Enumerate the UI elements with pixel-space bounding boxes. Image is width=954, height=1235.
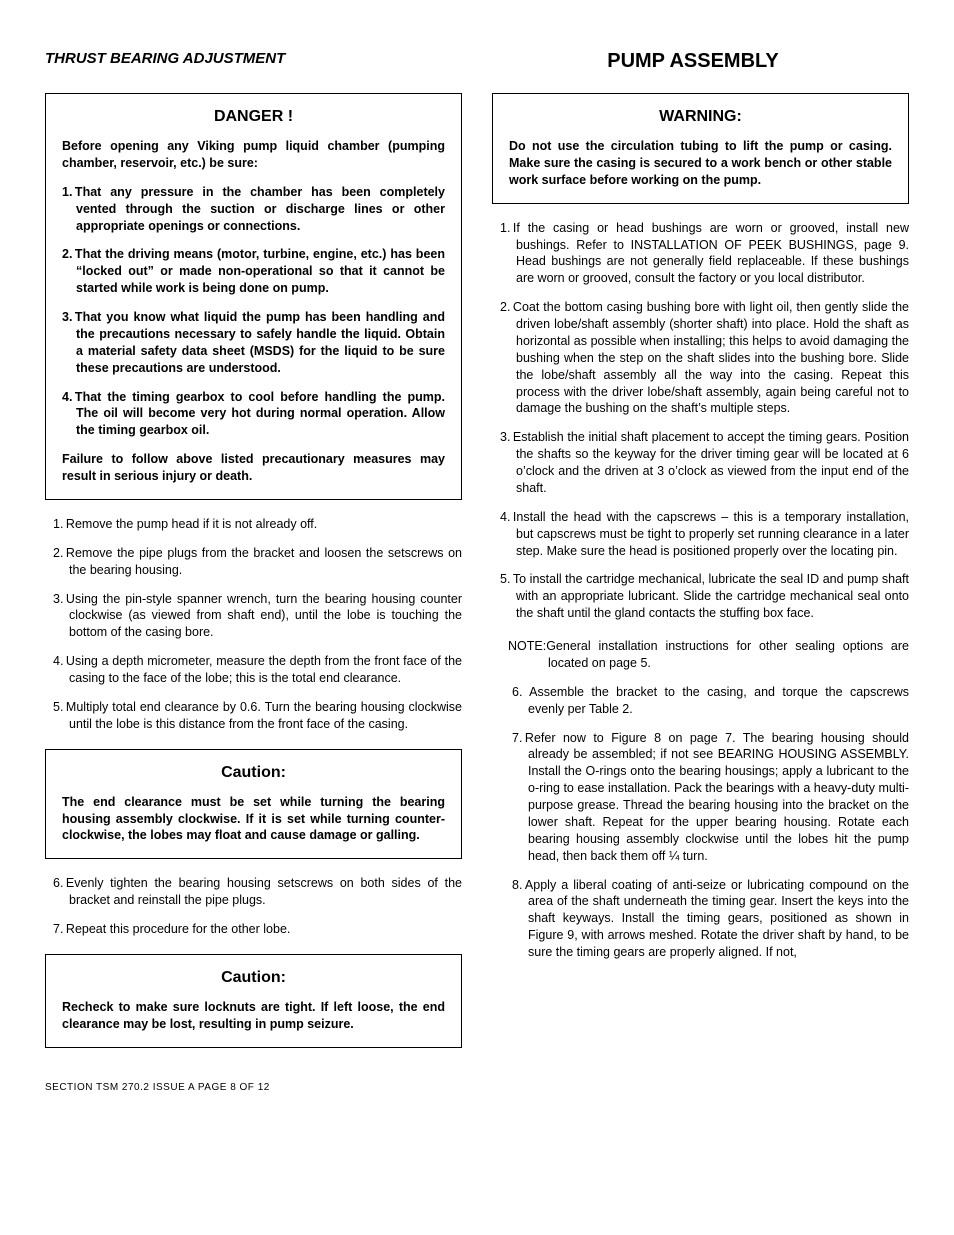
list-item: 1. Remove the pump head if it is not alr…: [53, 516, 462, 533]
note-line: NOTE:General installation instructions f…: [492, 638, 909, 672]
thrust-steps-a: 1. Remove the pump head if it is not alr…: [45, 516, 462, 733]
list-item: 2. Remove the pipe plugs from the bracke…: [53, 545, 462, 579]
danger-item: 3. That you know what liquid the pump ha…: [62, 309, 445, 377]
danger-item: 4. That the timing gearbox to cool befor…: [62, 389, 445, 440]
danger-title: DANGER !: [62, 108, 445, 126]
list-item: 4. Using a depth micrometer, measure the…: [53, 653, 462, 687]
caution-box-1: Caution: The end clearance must be set w…: [45, 749, 462, 860]
section-heading-left: THRUST BEARING ADJUSTMENT: [45, 50, 477, 67]
list-item: 3. Establish the initial shaft placement…: [500, 429, 909, 497]
caution-body: The end clearance must be set while turn…: [62, 794, 445, 845]
danger-intro: Before opening any Viking pump liquid ch…: [62, 138, 445, 172]
list-item: 6. Assemble the bracket to the casing, a…: [512, 684, 909, 718]
caution-body: Recheck to make sure locknuts are tight.…: [62, 999, 445, 1033]
list-item: 3. Using the pin-style spanner wrench, t…: [53, 591, 462, 642]
section-heading-right: PUMP ASSEMBLY: [477, 50, 909, 73]
list-item: 4. Install the head with the capscrews –…: [500, 509, 909, 560]
danger-item: 2. That the driving means (motor, turbin…: [62, 246, 445, 297]
list-item: 2. Coat the bottom casing bushing bore w…: [500, 299, 909, 417]
list-item: 6. Evenly tighten the bearing housing se…: [53, 875, 462, 909]
left-column: DANGER ! Before opening any Viking pump …: [45, 93, 462, 1064]
assembly-steps-a: 1. If the casing or head bushings are wo…: [492, 220, 909, 622]
caution-box-2: Caution: Recheck to make sure locknuts a…: [45, 954, 462, 1048]
danger-box: DANGER ! Before opening any Viking pump …: [45, 93, 462, 500]
danger-list: 1. That any pressure in the chamber has …: [62, 184, 445, 439]
caution-title: Caution:: [62, 969, 445, 987]
list-item: 5. To install the cartridge mechanical, …: [500, 571, 909, 622]
warning-box: WARNING: Do not use the circulation tubi…: [492, 93, 909, 204]
right-column: WARNING: Do not use the circulation tubi…: [492, 93, 909, 1064]
list-item: 7. Repeat this procedure for the other l…: [53, 921, 462, 938]
warning-body: Do not use the circulation tubing to lif…: [509, 138, 892, 189]
list-item: 8. Apply a liberal coating of anti-seize…: [512, 877, 909, 961]
list-item: 5. Multiply total end clearance by 0.6. …: [53, 699, 462, 733]
thrust-steps-b: 6. Evenly tighten the bearing housing se…: [45, 875, 462, 938]
list-item: 1. If the casing or head bushings are wo…: [500, 220, 909, 288]
page-footer: SECTION TSM 270.2 ISSUE A PAGE 8 OF 12: [45, 1082, 909, 1093]
caution-title: Caution:: [62, 764, 445, 782]
danger-item: 1. That any pressure in the chamber has …: [62, 184, 445, 235]
danger-closing: Failure to follow above listed precautio…: [62, 451, 445, 485]
list-item: 7. Refer now to Figure 8 on page 7. The …: [512, 730, 909, 865]
warning-title: WARNING:: [509, 108, 892, 126]
assembly-steps-b: 6. Assemble the bracket to the casing, a…: [492, 684, 909, 961]
